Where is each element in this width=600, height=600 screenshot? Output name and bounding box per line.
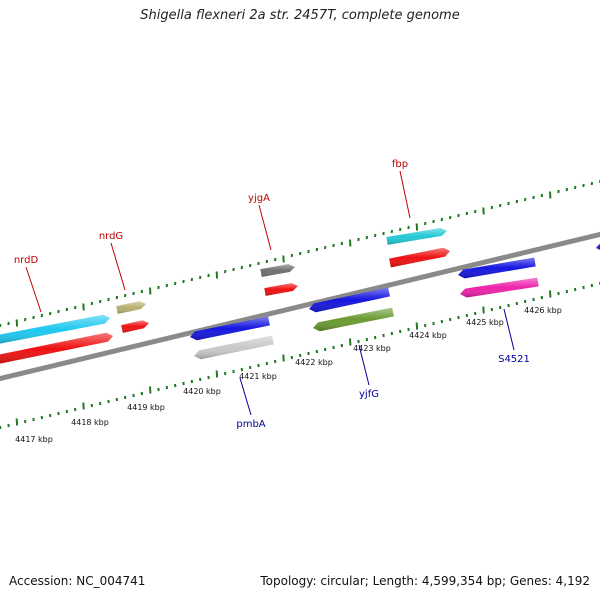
leader-line [25,266,42,313]
scale-label: 4423 kbp [353,344,391,353]
scale-label: 4420 kbp [183,387,221,396]
scale-label: 4425 kbp [466,318,504,327]
gene-arrow-shading [386,228,447,245]
gene-arrow-shading [116,301,146,314]
gene-arrow-shading [458,257,536,279]
gene-label[interactable]: S4521 [498,354,530,365]
gene-arrow-shading [389,247,450,268]
genome-summary-text: Topology: circular; Length: 4,599,354 bp… [260,574,590,588]
gene-label[interactable]: yjgA [248,193,270,204]
ruler-ticks [0,179,600,430]
leader-line [503,308,515,351]
gene-arrow-shading [596,243,600,250]
scale-label: 4417 kbp [15,435,53,444]
map-title: Shigella flexneri 2a str. 2457T, complet… [140,8,460,23]
accession-text: Accession: NC_004741 [9,574,146,588]
gene-label[interactable]: nrdD [14,255,39,266]
scale-label: 4422 kbp [295,358,333,367]
leader-line [358,344,370,386]
gene-arrow-shading [121,320,149,333]
gene-arrow-shading [264,283,298,296]
gene-label[interactable]: nrdG [99,231,123,242]
gene-arrow-shading [460,277,539,298]
gene-label[interactable]: pmbA [236,419,265,430]
leader-line [258,204,272,251]
scale-label: 4419 kbp [127,403,165,412]
gene-arrow-shading [0,314,110,344]
gene-arrow-shading [194,335,274,360]
gene-arrow-shading [313,307,394,332]
genome-backbone [0,231,600,382]
gene-arrow-shading [0,332,113,364]
gene-features [0,228,600,364]
scale-label: 4424 kbp [409,331,447,340]
gene-label[interactable]: fbp [392,159,408,170]
leader-line [399,170,411,219]
leader-line [239,377,252,416]
scale-label: 4421 kbp [239,372,277,381]
gene-arrow-shading [309,287,390,313]
scale-label: 4418 kbp [71,418,109,427]
scale-labels: 4417 kbp 4418 kbp 4419 kbp 4420 kbp 4421 kbp… [15,306,562,444]
scale-label: 4426 kbp [524,306,562,315]
gene-arrow-shading [190,316,270,341]
leader-line [110,242,126,291]
gene-arrow-shading [260,264,295,277]
gene-labels: nrdD nrdG yjgA fbp pmbA yjfG S4521 [14,159,530,430]
gene-label[interactable]: yjfG [359,389,379,400]
label-leaders [25,170,515,416]
